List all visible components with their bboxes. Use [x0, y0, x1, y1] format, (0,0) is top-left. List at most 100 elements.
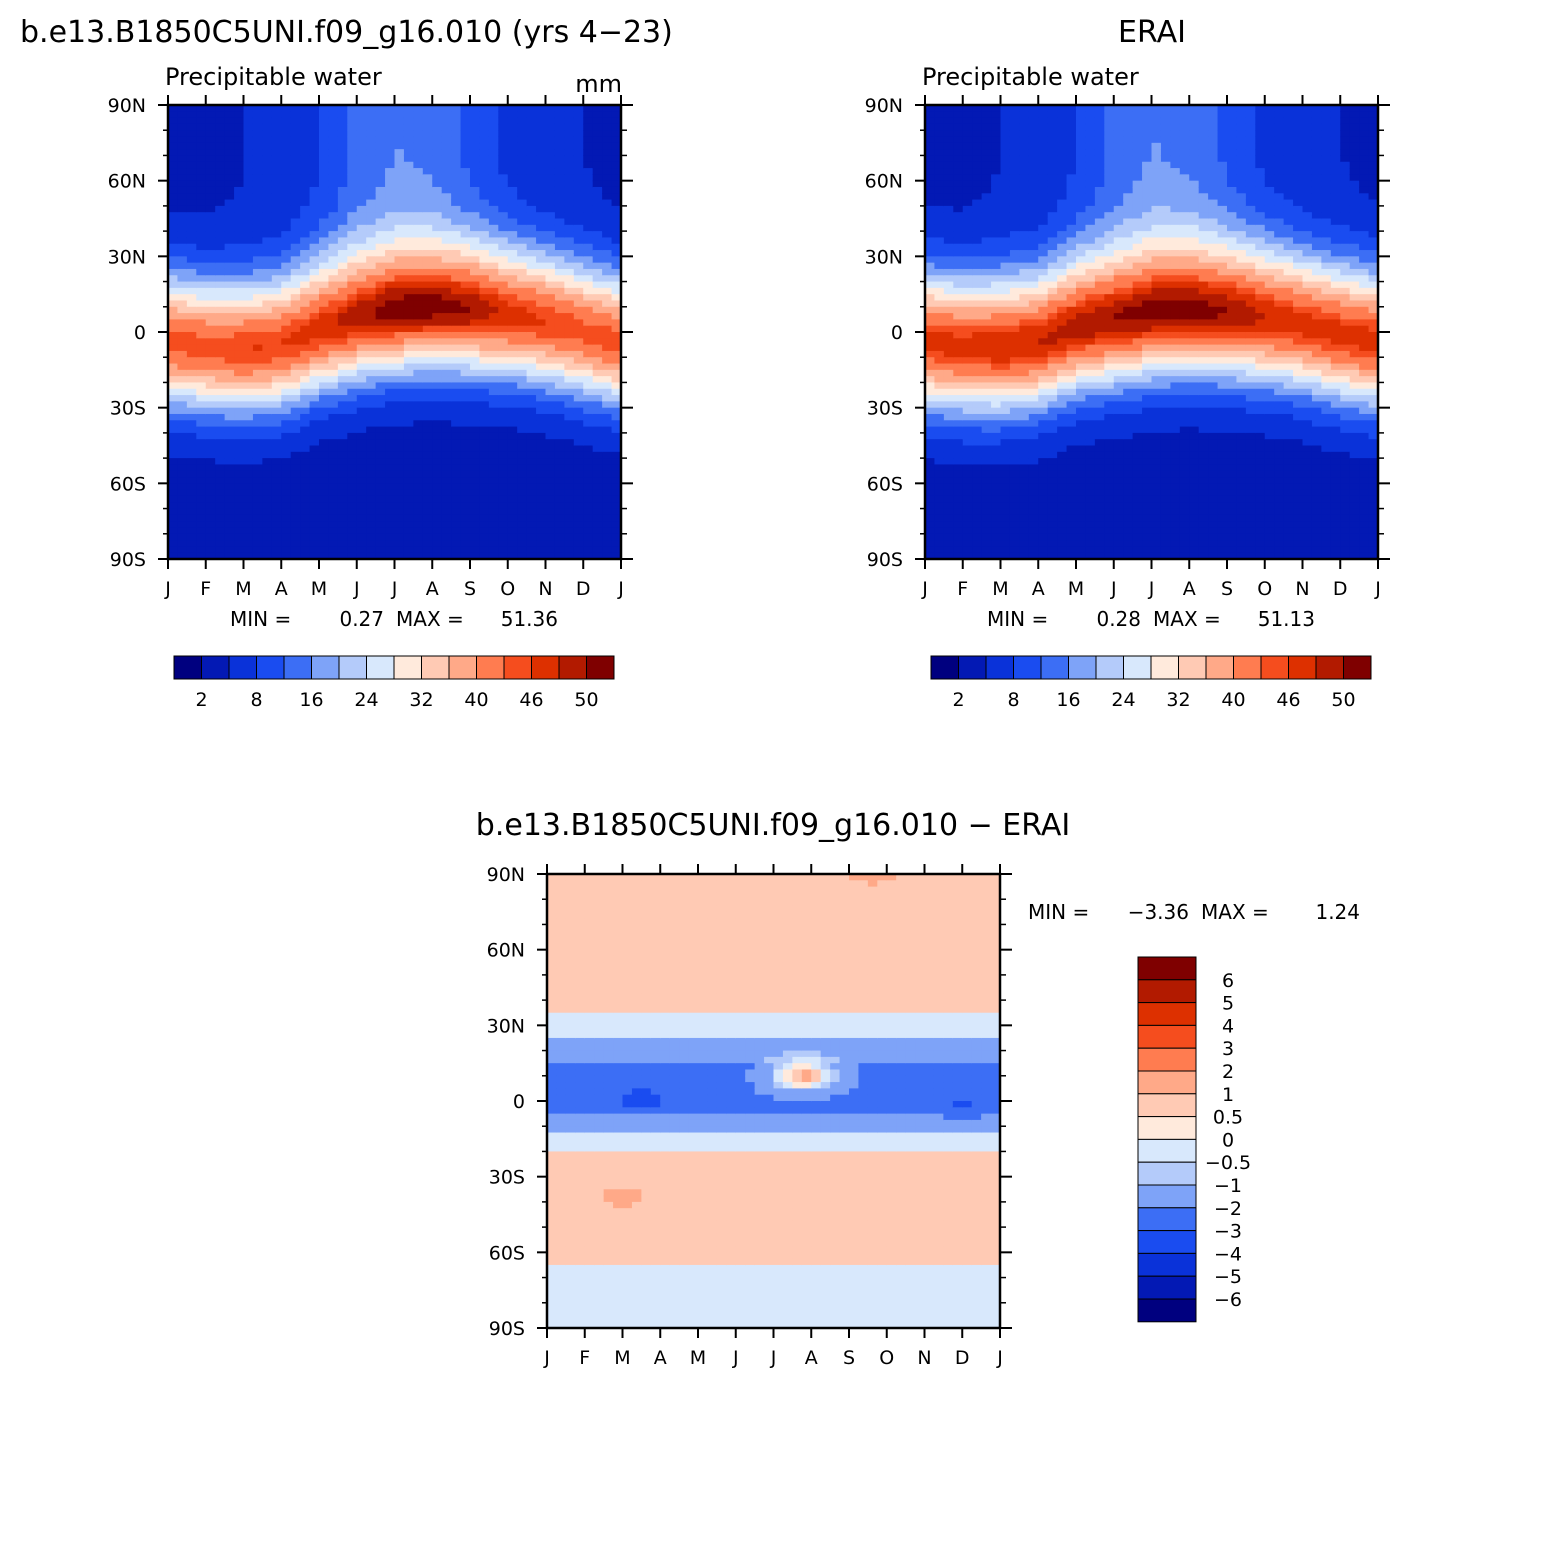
field-cell: [205, 237, 216, 245]
field-cell: [991, 243, 1002, 251]
field-cell: [309, 199, 320, 207]
field-cell: [422, 199, 433, 207]
field-cell: [224, 155, 235, 163]
field-cell: [536, 521, 547, 529]
field-cell: [432, 495, 443, 503]
field-cell: [328, 508, 339, 516]
field-cell: [1028, 111, 1039, 119]
field-cell: [1076, 546, 1087, 554]
field-cell: [488, 130, 499, 138]
field-cell: [1076, 426, 1087, 434]
field-cell: [991, 439, 1002, 447]
field-cell: [1094, 212, 1105, 220]
field-cell: [991, 142, 1002, 150]
field-cell: [573, 540, 584, 547]
panel-obs: ERAI Precipitable water J F M A M J J A S O N D J90N…: [865, 15, 1390, 711]
field-cell: [1047, 332, 1058, 339]
field-cell: [981, 142, 992, 150]
field-cell: [488, 395, 499, 402]
field-cell: [215, 294, 226, 302]
field-cell: [470, 508, 481, 516]
field-cell: [422, 338, 433, 346]
field-cell: [252, 149, 263, 157]
field-cell: [479, 451, 490, 459]
field-cell: [1085, 420, 1096, 428]
field-cell: [375, 136, 386, 144]
field-cell: [981, 483, 992, 491]
field-cell: [347, 161, 358, 169]
field-cell: [385, 300, 396, 308]
field-cell: [962, 451, 973, 459]
field-cell: [592, 376, 603, 384]
field-cell: [1066, 180, 1077, 188]
field-cell: [196, 533, 207, 541]
field-cell: [451, 420, 462, 428]
field-cell: [196, 477, 207, 484]
field-cell: [177, 382, 188, 390]
field-cell: [460, 489, 471, 497]
field-cell: [319, 256, 330, 264]
field-cell: [356, 319, 367, 327]
field-cell: [271, 445, 282, 453]
field-cell: [583, 546, 594, 554]
field-cell: [403, 281, 414, 289]
field-cell: [375, 281, 386, 289]
field-cell: [432, 376, 443, 384]
field-cell: [1038, 338, 1049, 346]
field-cell: [934, 388, 945, 396]
field-cell: [1028, 514, 1039, 522]
field-cell: [309, 344, 320, 352]
field-cell: [422, 325, 433, 333]
field-cell: [554, 161, 565, 169]
field-cell: [611, 275, 622, 283]
field-cell: [602, 527, 613, 535]
field-cell: [583, 388, 594, 396]
field-cell: [177, 174, 188, 182]
field-cell: [1000, 533, 1011, 541]
field-cell: [451, 338, 462, 346]
field-cell: [1019, 357, 1030, 365]
field-cell: [215, 432, 226, 440]
field-cell: [403, 149, 414, 157]
field-cell: [943, 464, 954, 472]
field-cell: [366, 376, 377, 384]
field-cell: [451, 376, 462, 384]
field-cell: [328, 218, 339, 226]
field-cell: [1028, 464, 1039, 472]
field-cell: [290, 161, 301, 169]
field-cell: [934, 540, 945, 547]
field-cell: [356, 275, 367, 283]
field-cell: [1038, 294, 1049, 302]
field-cell: [1085, 237, 1096, 245]
field-cell: [981, 533, 992, 541]
field-cell: [460, 495, 471, 503]
field-cell: [526, 458, 537, 466]
field-cell: [536, 142, 547, 150]
field-cell: [347, 451, 358, 459]
y-tick-label: 30S: [110, 398, 146, 420]
field-cell: [168, 470, 179, 478]
field-cell: [262, 376, 273, 384]
field-cell: [347, 262, 358, 270]
field-cell: [215, 237, 226, 245]
field-cell: [488, 149, 499, 157]
field-cell: [925, 281, 936, 289]
colorbar-box: [283, 655, 312, 680]
field-cell: [981, 111, 992, 119]
field-cell: [347, 502, 358, 510]
field-cell: [536, 451, 547, 459]
field-cell: [517, 426, 528, 434]
field-cell: [309, 193, 320, 201]
field-cell: [328, 174, 339, 182]
field-cell: [243, 514, 254, 522]
field-cell: [215, 395, 226, 402]
field-cell: [962, 502, 973, 510]
field-cell: [290, 464, 301, 472]
field-cell: [432, 294, 443, 302]
field-cell: [309, 527, 320, 535]
field-cell: [356, 527, 367, 535]
field-cell: [583, 325, 594, 333]
field-cell: [1009, 489, 1020, 497]
field-cell: [1000, 451, 1011, 459]
field-cell: [281, 495, 292, 503]
